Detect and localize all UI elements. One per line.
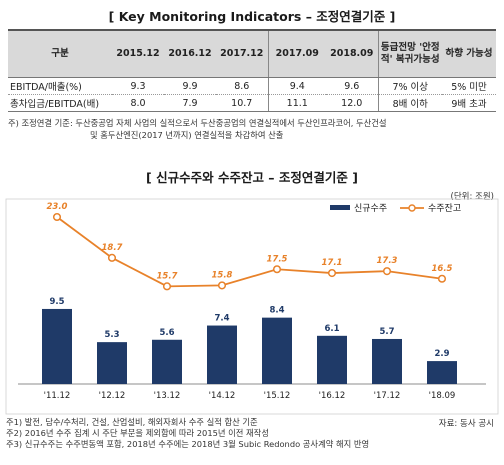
table-cell: 11.1 [267,94,326,112]
table-notes: 주) 조정연결 기준: 두산중공업 자체 사업의 실적으로서 두산중공업의 연결… [8,117,387,141]
table-cell: 9.6 [326,77,378,95]
unit-label: (단위: 조원) [450,192,494,202]
chart-note: 주3) 신규수주는 수주변동액 포함, 2018년 수주에는 2018년 3월 … [6,439,370,449]
table-cell: 9.9 [164,77,216,95]
bar-data-label: 5.6 [159,328,174,338]
table-cell: 7% 이상 [377,77,442,95]
x-tick-label: '12.12 [99,391,126,401]
table-row: 총차입금/EBITDA(배) 8.0 7.9 10.7 11.1 12.0 8배… [8,94,496,112]
source-label: 자료: 동사 공시 [438,419,494,429]
header-col: 2017.09 [267,29,326,78]
x-tick-label: '16.12 [319,391,346,401]
chart-note: 주1) 발전, 담수/수처리, 건설, 산업설비, 해외자회사 수주 실적 합산… [6,417,258,427]
line-order-backlog [56,216,443,288]
point-order-backlog [327,269,337,278]
line-data-label: 17.3 [377,256,398,266]
bar-new-orders [262,317,292,384]
x-tick-label: '11.12 [44,391,71,401]
line-data-label: 17.5 [267,254,288,264]
table-cell: 5% 미만 [442,77,496,95]
header-upgrade-possibility: 등급전망 '안정적' 복귀가능성 [377,29,442,78]
table-row: EBITDA/매출(%) 9.3 9.9 8.6 9.4 9.6 7% 이상 5… [8,77,496,95]
table-cell: 9.3 [112,77,164,95]
bar-data-label: 8.4 [269,306,284,316]
table-cell: 8.0 [112,94,164,112]
point-order-backlog [382,267,392,276]
table-cell: 9배 초과 [442,94,496,112]
table-cell: 7.9 [164,94,216,112]
header-col: 2016.12 [164,29,216,78]
header-col: 2015.12 [112,29,164,78]
row-label: EBITDA/매출(%) [8,77,112,95]
x-tick-label: '17.12 [374,391,401,401]
table-cell: 10.7 [216,94,268,112]
line-data-label: 17.1 [322,258,343,268]
header-downgrade-possibility: 하향 가능성 [442,29,496,78]
line-data-label: 15.8 [212,270,233,280]
bar-new-orders [372,338,402,384]
legend-label-new-orders: 신규수주 [354,203,387,214]
bar-data-label: 2.9 [434,349,449,359]
table-header-row: 구분 2015.12 2016.12 2017.12 2017.09 2018.… [8,29,496,78]
bar-new-orders [427,361,457,384]
point-order-backlog [52,212,62,222]
bar-data-label: 5.3 [104,330,119,340]
point-order-backlog [437,274,447,283]
chart-title: [ 신규수주와 수주잔고 – 조정연결기준 ] [146,170,358,185]
header-col: 2017.12 [216,29,268,78]
point-order-backlog [107,253,117,262]
legend-swatch-new-orders [330,205,350,210]
chart-notes: 주1) 발전, 담수/수처리, 건설, 산업설비, 해외자회사 수주 실적 합산… [6,417,369,450]
bar-new-orders [317,335,347,384]
chart-note: 주2) 2016년 수주 집계 시 주단 부문을 제외함에 따라 2015년 이… [6,428,269,438]
table-cell: 12.0 [326,94,378,112]
table-cell: 8배 이하 [377,94,442,112]
table-cell: 8.6 [216,77,268,95]
point-order-backlog [272,265,282,274]
header-category: 구분 [8,29,112,78]
legend-label-order-backlog: 수주잔고 [428,203,461,214]
orders-chart: 9.5 '11.12 5.3 '12.12 5.6 '13.12 7.4 '14.12 8.4 '… [5,198,499,415]
x-tick-label: '18.09 [429,391,456,401]
row-label: 총차입금/EBITDA(배) [8,94,112,112]
legend-marker-order-backlog [408,204,416,212]
bar-data-label: 7.4 [214,314,229,324]
x-tick-label: '13.12 [154,391,181,401]
table-title: [ Key Monitoring Indicators – 조정연결기준 ] [108,9,396,24]
line-data-label: 23.0 [47,202,68,212]
bar-data-label: 9.5 [49,297,64,307]
line-data-label: 16.5 [432,264,453,274]
table-note: 및 홈두산엔진(2017 년까지) 연결실적을 차감하여 산출 [90,130,284,140]
table-cell: 9.4 [267,77,326,95]
chart-frame [5,198,499,415]
bar-new-orders [207,325,237,384]
line-data-label: 18.7 [102,243,123,253]
bar-new-orders [152,339,182,384]
x-tick-label: '14.12 [209,391,236,401]
bar-data-label: 6.1 [324,324,339,334]
bar-data-label: 5.7 [379,327,394,337]
header-col: 2018.09 [326,29,378,78]
bar-new-orders [42,308,72,384]
point-order-backlog [162,282,172,291]
point-order-backlog [217,281,227,290]
line-data-label: 15.7 [157,271,178,281]
table-note: 주) 조정연결 기준: 두산중공업 자체 사업의 실적으로서 두산중공업의 연결… [8,118,387,128]
key-monitoring-table: 구분 2015.12 2016.12 2017.12 2017.09 2018.… [8,29,496,112]
bar-new-orders [97,342,127,384]
x-tick-label: '15.12 [264,391,291,401]
